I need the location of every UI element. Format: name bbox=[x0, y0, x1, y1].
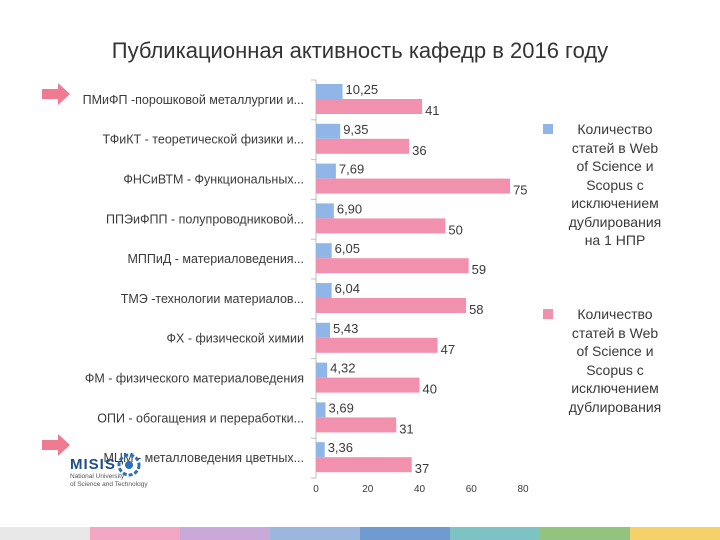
highlight-arrow-icon bbox=[42, 83, 70, 105]
data-label: 41 bbox=[425, 103, 439, 118]
data-label: 75 bbox=[513, 183, 527, 198]
bar-series-2 bbox=[316, 337, 438, 353]
bar-series-1 bbox=[316, 442, 325, 458]
data-label: 47 bbox=[441, 342, 455, 357]
data-label: 7,69 bbox=[339, 162, 364, 177]
data-label: 4,32 bbox=[330, 361, 355, 376]
bar-series-2 bbox=[316, 377, 420, 393]
category-label: ТФиКТ - теоретической физики и... bbox=[103, 133, 304, 147]
bar-series-1 bbox=[316, 402, 326, 418]
data-label: 10,25 bbox=[346, 82, 379, 97]
x-tick-label: 60 bbox=[466, 484, 478, 495]
legend-swatch-series-2 bbox=[543, 309, 553, 319]
legend-label-series-1: Количество статей в Web of Science и Sco… bbox=[568, 121, 662, 248]
footer-color-block bbox=[0, 527, 90, 540]
misis-logo: MISIS National University of Science and … bbox=[70, 453, 148, 488]
bar-series-1 bbox=[316, 84, 343, 99]
footer-color-block bbox=[540, 527, 630, 540]
category-label: ПМиФП -порошковой металлургии и... bbox=[83, 93, 304, 107]
x-tick-label: 0 bbox=[313, 484, 319, 495]
bar-series-2 bbox=[316, 99, 423, 114]
footer-color-block bbox=[360, 527, 450, 540]
bar-series-2 bbox=[316, 457, 412, 473]
footer-color-block bbox=[90, 527, 180, 540]
footer-color-strip bbox=[0, 527, 720, 540]
bar-series-1 bbox=[316, 203, 334, 219]
bar-series-1 bbox=[316, 362, 328, 378]
bar-series-2 bbox=[316, 218, 446, 234]
footer-color-block bbox=[450, 527, 540, 540]
legend-item-series-1: Количество статей в Web of Science и Sco… bbox=[543, 120, 673, 250]
legend-label-series-2: Количество статей в Web of Science и Sco… bbox=[568, 306, 662, 415]
category-label: ФНСиВТМ - Функциональных... bbox=[123, 173, 304, 187]
data-label: 31 bbox=[399, 421, 413, 436]
footer-color-block bbox=[180, 527, 270, 540]
data-label: 9,35 bbox=[343, 122, 368, 137]
bar-series-1 bbox=[316, 322, 331, 338]
data-label: 3,69 bbox=[329, 400, 354, 415]
data-label: 6,05 bbox=[335, 241, 360, 256]
category-label: МППиД - материаловедения... bbox=[127, 252, 304, 266]
x-tick-label: 40 bbox=[414, 484, 426, 495]
data-label: 5,43 bbox=[333, 321, 358, 336]
chart-title: Публикационная активность кафедр в 2016 … bbox=[111, 38, 609, 63]
footer-color-block bbox=[630, 527, 720, 540]
bar-series-1 bbox=[316, 243, 332, 259]
legend-item-series-2: Количество статей в Web of Science и Sco… bbox=[543, 305, 673, 416]
bar-series-2 bbox=[316, 298, 467, 313]
footer-color-block bbox=[270, 527, 360, 540]
bar-series-2 bbox=[316, 138, 410, 154]
data-label: 58 bbox=[469, 302, 483, 317]
category-label: ОПИ - обогащения и переработки... bbox=[97, 411, 304, 425]
data-label: 6,90 bbox=[337, 201, 362, 216]
category-label: ФМ - физического материаловедения bbox=[85, 372, 304, 386]
data-label: 36 bbox=[412, 143, 426, 158]
bar-series-2 bbox=[316, 178, 511, 194]
data-label: 6,04 bbox=[335, 281, 360, 296]
x-tick-label: 80 bbox=[517, 484, 529, 495]
data-label: 37 bbox=[415, 461, 429, 476]
bar-series-1 bbox=[316, 283, 332, 298]
bar-series-1 bbox=[316, 123, 341, 139]
x-tick-label: 20 bbox=[362, 484, 374, 495]
data-label: 40 bbox=[423, 382, 437, 397]
bar-series-2 bbox=[316, 417, 397, 433]
data-label: 50 bbox=[448, 222, 462, 237]
category-label: МЦМ - металловедения цветных... bbox=[103, 451, 304, 465]
category-label: ФХ - физической химии bbox=[167, 332, 304, 346]
bar-series-1 bbox=[316, 163, 336, 179]
legend-swatch-series-1 bbox=[543, 124, 553, 134]
highlight-arrow-icon bbox=[42, 434, 70, 456]
category-label: ППЭиФПП - полупроводниковой... bbox=[106, 212, 304, 226]
data-label: 59 bbox=[472, 262, 486, 277]
category-label: ТМЭ -технологии материалов... bbox=[121, 292, 304, 306]
bar-series-2 bbox=[316, 258, 469, 274]
data-label: 3,36 bbox=[328, 440, 353, 455]
